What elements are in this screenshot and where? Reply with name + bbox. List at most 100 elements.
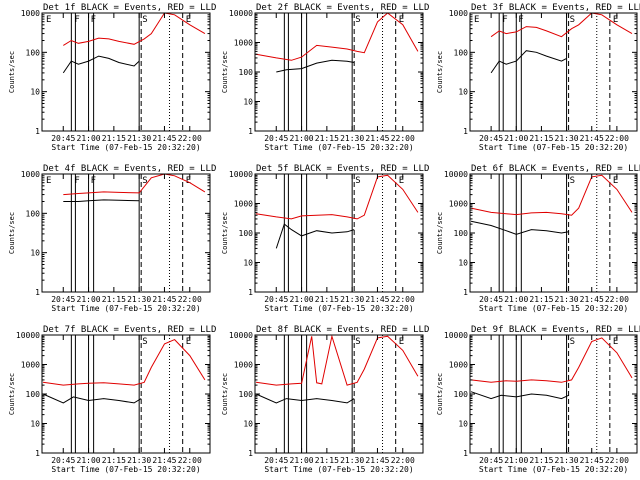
panel-marker-label: S	[355, 337, 360, 347]
panel-marker-label: S	[142, 176, 147, 186]
x-tick-label: 21:15	[315, 134, 339, 143]
x-axis-label: Start Time (07-Feb-15 20:32:20)	[264, 143, 413, 152]
detector-panel-6: Det 6f BLACK = Events, RED = LLD S E 1 10 100…	[436, 164, 640, 313]
panel-title: Det 3f BLACK = Events, RED = LLD	[471, 3, 640, 13]
y-tick-label: 10	[458, 259, 468, 268]
x-tick-label: 21:30	[127, 456, 151, 465]
panel-marker-label: F	[74, 15, 79, 25]
plot-frame	[41, 12, 211, 132]
plot-frame	[254, 334, 424, 454]
x-tick-label: 21:00	[290, 134, 314, 143]
x-tick-label: 21:00	[290, 295, 314, 304]
y-tick-label: 1	[35, 288, 40, 297]
x-axis-label: Start Time (07-Feb-15 20:32:20)	[51, 143, 200, 152]
y-axis-label: Counts/sec	[8, 373, 16, 415]
x-axis-label: Start Time (07-Feb-15 20:32:20)	[479, 143, 628, 152]
y-tick-label: 10000	[16, 331, 40, 340]
x-tick-label: 21:45	[580, 134, 604, 143]
x-tick-label: 22:00	[605, 456, 629, 465]
y-axis-label: Counts/sec	[221, 212, 229, 254]
x-axis-label: Start Time (07-Feb-15 20:32:20)	[51, 465, 200, 474]
lld-series-line	[490, 12, 633, 38]
y-tick-label: 10	[458, 88, 468, 97]
panel-marker-label: E	[613, 337, 618, 347]
panel-title: Det 6f BLACK = Events, RED = LLD	[471, 164, 640, 174]
y-tick-label: 100	[26, 48, 41, 57]
y-tick-label: 100	[239, 229, 254, 238]
x-axis-label: Start Time (07-Feb-15 20:32:20)	[479, 465, 628, 474]
x-tick-label: 21:15	[102, 134, 126, 143]
y-tick-label: 100	[454, 48, 469, 57]
x-tick-label: 20:45	[479, 295, 503, 304]
y-axis-label: Counts/sec	[221, 373, 229, 415]
plot-frame	[469, 12, 638, 132]
x-tick-label: 22:00	[391, 295, 415, 304]
panel-marker-label: E	[186, 176, 191, 186]
events-series-line	[42, 393, 142, 404]
panel-marker-label: E	[186, 15, 191, 25]
lld-series-line	[63, 12, 206, 46]
x-tick-label: 21:30	[340, 134, 364, 143]
x-tick-label: 20:45	[51, 134, 75, 143]
lld-series-line	[255, 12, 419, 61]
x-tick-label: 20:45	[264, 456, 288, 465]
y-tick-label: 1000	[234, 361, 253, 370]
x-tick-label: 21:30	[127, 134, 151, 143]
x-tick-label: 21:15	[315, 456, 339, 465]
panel-marker-label: E	[399, 176, 404, 186]
y-tick-label: 100	[239, 68, 254, 77]
plot-frame	[469, 173, 638, 293]
y-tick-label: 10000	[229, 170, 253, 179]
x-tick-label: 21:15	[529, 134, 553, 143]
x-tick-label: 21:00	[504, 295, 528, 304]
x-tick-label: 21:45	[152, 295, 176, 304]
y-tick-label: 10	[243, 420, 253, 429]
y-tick-label: 1	[35, 127, 40, 136]
y-tick-label: 10	[30, 420, 40, 429]
x-tick-label: 21:45	[580, 295, 604, 304]
panel-marker-label: E	[613, 176, 618, 186]
y-tick-label: 10000	[444, 170, 468, 179]
x-axis-label: Start Time (07-Feb-15 20:32:20)	[264, 465, 413, 474]
x-tick-label: 21:15	[529, 295, 553, 304]
plot-frame	[254, 173, 424, 293]
plot-frame	[254, 12, 424, 132]
panel-marker-label: E	[186, 337, 191, 347]
x-tick-label: 22:00	[605, 295, 629, 304]
y-tick-label: 100	[26, 390, 41, 399]
y-axis-label: Counts/sec	[221, 51, 229, 93]
panel-marker-label: S	[142, 337, 147, 347]
x-tick-label: 21:00	[504, 456, 528, 465]
y-tick-label: 1000	[449, 9, 468, 18]
y-tick-label: 10	[30, 88, 40, 97]
y-tick-label: 1000	[21, 361, 40, 370]
panel-title: Det 7f BLACK = Events, RED = LLD	[43, 325, 216, 335]
x-tick-label: 21:30	[555, 134, 579, 143]
x-tick-label: 21:30	[555, 456, 579, 465]
panel-marker-label: S	[142, 15, 147, 25]
y-tick-label: 1	[463, 449, 468, 458]
detector-panel-1: Det 1f BLACK = Events, RED = LLD E F F S E 1 10…	[8, 3, 216, 152]
events-series-line	[63, 199, 140, 202]
y-axis-label: Counts/sec	[436, 373, 444, 415]
x-tick-label: 21:00	[77, 134, 101, 143]
x-tick-label: 21:45	[152, 134, 176, 143]
y-axis-label: Counts/sec	[436, 212, 444, 254]
y-tick-label: 1000	[234, 200, 253, 209]
y-tick-label: 1	[248, 449, 253, 458]
events-series-line	[490, 50, 567, 74]
x-tick-label: 21:30	[340, 295, 364, 304]
y-axis-label: Counts/sec	[8, 51, 16, 93]
x-tick-label: 21:00	[504, 134, 528, 143]
x-tick-label: 22:00	[178, 295, 202, 304]
detector-panel-4: Det 4f BLACK = Events, RED = LLD E F F S E 1 10…	[8, 164, 216, 313]
panel-marker-label: F	[502, 15, 507, 25]
detector-panel-5: Det 5f BLACK = Events, RED = LLD S E 1 10 100…	[221, 164, 429, 313]
events-series-line	[470, 220, 569, 235]
y-tick-label: 1000	[234, 39, 253, 48]
events-series-line	[276, 59, 355, 73]
x-tick-label: 21:30	[127, 295, 151, 304]
panel-marker-label: S	[355, 15, 360, 25]
panel-marker-label: S	[570, 176, 575, 186]
x-tick-label: 20:45	[479, 134, 503, 143]
